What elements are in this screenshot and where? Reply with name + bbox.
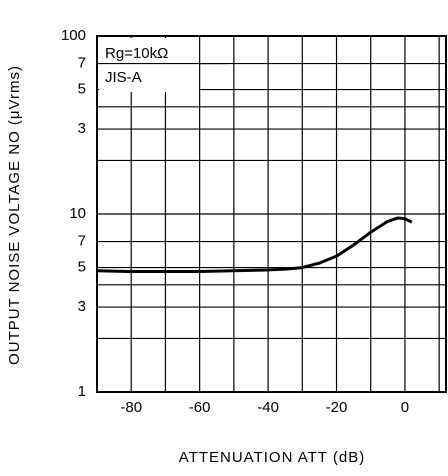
y-tick-label: 7 [78,233,86,250]
annotation-box [99,38,199,92]
y-tick-label: 3 [78,120,86,137]
x-axis-label: ATTENUATION ATT (dB) [179,449,365,466]
y-tick-label: 1 [78,383,86,400]
y-tick-label: 5 [78,259,86,276]
plot-frame [96,35,447,393]
y-tick-label: 3 [78,298,86,315]
y-tick-label: 7 [78,55,86,72]
x-tick-label: 0 [401,399,409,416]
annotation: JIS-A [105,69,142,86]
y-axis-label: OUTPUT NOISE VOLTAGE NO (μVrms) [6,65,23,365]
data-line [96,216,413,274]
x-tick-label: -40 [257,399,279,416]
y-tick-label: 5 [78,81,86,98]
x-tick-label: -80 [120,399,142,416]
x-tick-label: -60 [189,399,211,416]
y-tick-label: 10 [69,205,86,222]
annotation: Rg=10kΩ [105,45,168,62]
x-tick-label: -20 [326,399,348,416]
y-tick-label: 100 [61,27,86,44]
